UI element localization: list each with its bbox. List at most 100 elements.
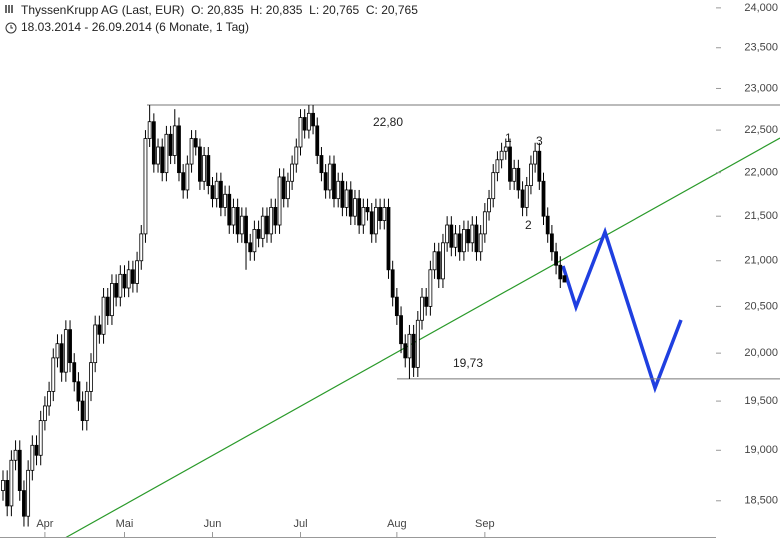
- candle-body: [89, 362, 93, 392]
- candle-body: [59, 343, 64, 373]
- candle-body: [549, 233, 554, 253]
- candle-body: [436, 251, 441, 280]
- candle-body: [286, 180, 290, 200]
- candle-body: [265, 215, 269, 235]
- y-tick-label: 24,000: [744, 2, 778, 14]
- candle-body: [508, 146, 512, 182]
- x-tick-label: Jun: [204, 518, 222, 530]
- candle-body: [478, 233, 483, 253]
- candle-body: [84, 391, 89, 422]
- y-tick-label: 23,500: [744, 42, 778, 54]
- wave-label: 3: [536, 134, 543, 148]
- candle-body: [495, 159, 500, 174]
- candle-body: [491, 172, 496, 200]
- candle-body: [218, 180, 223, 208]
- candle-body: [214, 180, 219, 200]
- candle-body: [26, 469, 31, 517]
- candle-body: [244, 215, 248, 244]
- candle-body: [319, 155, 324, 174]
- candle-body: [348, 189, 353, 217]
- candle-body: [386, 207, 391, 271]
- candle-body: [369, 211, 374, 235]
- candle-body: [198, 146, 202, 182]
- candle-body: [63, 329, 68, 373]
- candle-body: [235, 207, 240, 235]
- wave-label: 1: [505, 131, 512, 145]
- candle-body: [449, 224, 454, 248]
- candle-body: [445, 224, 450, 244]
- candle-body: [80, 400, 85, 422]
- candle-body: [122, 273, 127, 289]
- candle-body: [340, 180, 345, 208]
- candle-body: [172, 125, 177, 156]
- candle-body: [512, 167, 517, 182]
- candle-body: [474, 224, 479, 253]
- candle-body: [181, 172, 186, 191]
- candle-body: [202, 155, 207, 182]
- candle-body: [306, 112, 311, 131]
- candle-body: [47, 391, 51, 407]
- candle-body: [17, 449, 22, 491]
- candle-body: [38, 420, 43, 456]
- candle-body: [269, 207, 274, 235]
- candle-body: [541, 180, 546, 217]
- y-tick-label: 22,000: [744, 167, 778, 179]
- candle-body: [68, 329, 72, 364]
- candle-body: [327, 163, 332, 191]
- candle-body: [143, 138, 148, 235]
- candle-body: [101, 296, 106, 335]
- candle-body: [503, 146, 508, 152]
- candle-body: [399, 315, 403, 345]
- x-tick-label: Apr: [36, 518, 53, 530]
- candle-body: [344, 189, 349, 208]
- y-tick-label: 22,500: [744, 124, 778, 136]
- candle-body: [378, 207, 383, 221]
- candle-body: [453, 233, 458, 248]
- y-tick-label: 23,000: [744, 82, 778, 94]
- candle-body: [139, 233, 144, 262]
- candle-body: [164, 133, 169, 174]
- candle-body: [248, 242, 253, 253]
- candle-body: [135, 260, 139, 284]
- candle-body: [524, 185, 529, 208]
- level-label: 19,73: [453, 356, 483, 370]
- candle-body: [482, 211, 487, 235]
- candle-body: [361, 207, 366, 226]
- candle-body: [210, 185, 215, 200]
- candle-body: [394, 296, 399, 317]
- candle-body: [558, 264, 563, 280]
- candle-body: [93, 324, 98, 364]
- level-label: 22,80: [373, 115, 403, 129]
- candle-body: [34, 444, 39, 456]
- candle-body: [110, 283, 114, 317]
- candle-body: [382, 207, 387, 221]
- candle-body: [315, 125, 320, 156]
- candle-body: [118, 273, 123, 298]
- candle-body: [51, 357, 56, 392]
- y-tick-label: 19,000: [744, 444, 778, 456]
- x-tick-label: Jul: [293, 518, 307, 530]
- wave-label: 2: [525, 218, 532, 232]
- candle-body: [424, 296, 429, 307]
- candle-body: [554, 251, 558, 266]
- candle-body: [390, 269, 395, 298]
- candle-body: [13, 449, 18, 461]
- candle-body: [415, 319, 420, 368]
- candle-body: [323, 172, 328, 191]
- candle-body: [206, 155, 211, 187]
- candle-body: [466, 229, 470, 244]
- candle-body: [189, 138, 194, 165]
- x-tick-label: Mai: [116, 518, 134, 530]
- candle-body: [487, 198, 491, 213]
- candle-body: [273, 207, 278, 226]
- candle-body: [193, 138, 198, 148]
- y-tick-label: 21,000: [744, 255, 778, 267]
- candle-body: [160, 146, 165, 174]
- candle-body: [407, 333, 412, 359]
- candle-body: [281, 176, 286, 200]
- candle-body: [374, 207, 378, 235]
- candle-body: [105, 296, 110, 317]
- candle-body: [302, 117, 307, 131]
- candle-body: [76, 381, 81, 402]
